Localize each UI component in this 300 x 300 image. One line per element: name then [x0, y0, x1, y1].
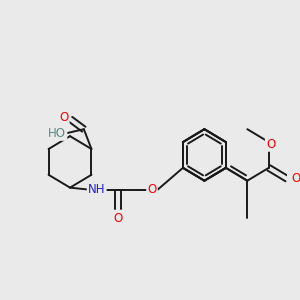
- Text: NH: NH: [88, 183, 105, 196]
- Text: O: O: [266, 138, 275, 151]
- Text: O: O: [291, 172, 300, 185]
- Text: O: O: [147, 183, 157, 196]
- Text: O: O: [113, 212, 122, 225]
- Text: HO: HO: [48, 127, 66, 140]
- Text: O: O: [59, 111, 68, 124]
